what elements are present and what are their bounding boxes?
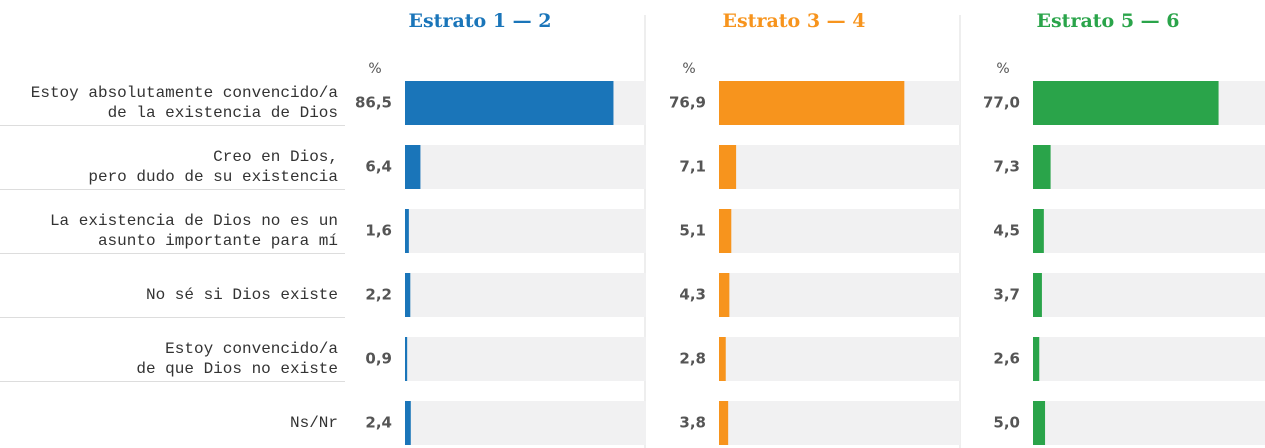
bar-track xyxy=(405,401,646,445)
value-label: 6,4 xyxy=(365,158,392,176)
value-label: 1,6 xyxy=(365,222,392,240)
value-label: 7,3 xyxy=(993,158,1020,176)
value-label: 2,4 xyxy=(365,414,392,432)
bar xyxy=(1033,145,1051,189)
value-label: 76,9 xyxy=(669,94,706,112)
value-label: 4,5 xyxy=(993,222,1020,240)
bar xyxy=(405,401,411,445)
panel-title: Estrato 3 — 4 xyxy=(722,10,865,32)
bar xyxy=(719,81,905,125)
bar xyxy=(1033,337,1040,381)
value-label: 2,6 xyxy=(993,350,1020,368)
value-label: 0,9 xyxy=(365,350,392,368)
bar-track xyxy=(405,337,646,381)
bar xyxy=(719,401,729,445)
value-label: 4,3 xyxy=(679,286,706,304)
bar xyxy=(719,209,732,253)
value-label: 2,8 xyxy=(679,350,706,368)
panel-title: Estrato 1 — 2 xyxy=(408,10,551,32)
bar-track xyxy=(719,337,960,381)
category-label: No sé si Dios existe xyxy=(146,286,338,304)
bar xyxy=(1033,209,1044,253)
bar-track xyxy=(719,145,960,189)
unit-label: % xyxy=(368,61,381,77)
bar-track xyxy=(719,209,960,253)
bar xyxy=(719,337,726,381)
bar-track xyxy=(719,273,960,317)
category-label: Ns/Nr xyxy=(290,414,338,432)
category-label: Estoy convencido/a xyxy=(165,340,338,358)
bar-track xyxy=(1033,401,1265,445)
value-label: 2,2 xyxy=(365,286,392,304)
category-label: pero dudo de su existencia xyxy=(88,168,338,186)
value-label: 7,1 xyxy=(679,158,706,176)
category-label: La existencia de Dios no es un xyxy=(50,212,338,230)
category-label: de que Dios no existe xyxy=(136,360,338,378)
bar xyxy=(405,81,614,125)
value-label: 5,0 xyxy=(993,414,1020,432)
value-label: 77,0 xyxy=(983,94,1020,112)
bar-track xyxy=(1033,209,1265,253)
value-label: 86,5 xyxy=(355,94,392,112)
value-label: 3,7 xyxy=(993,286,1020,304)
bar xyxy=(405,145,421,189)
bar xyxy=(405,209,409,253)
category-label: Creo en Dios, xyxy=(213,148,338,166)
bar-track xyxy=(1033,145,1265,189)
bar-track xyxy=(405,273,646,317)
bar xyxy=(1033,81,1219,125)
bar xyxy=(719,145,737,189)
bar xyxy=(405,337,408,381)
bar xyxy=(1033,401,1046,445)
value-label: 5,1 xyxy=(679,222,706,240)
bar-track xyxy=(405,209,646,253)
unit-label: % xyxy=(996,61,1009,77)
bar xyxy=(405,273,411,317)
bar xyxy=(1033,273,1042,317)
unit-label: % xyxy=(682,61,695,77)
category-label: de la existencia de Dios xyxy=(108,104,338,122)
bar xyxy=(719,273,730,317)
bar-track xyxy=(1033,337,1265,381)
bar-track xyxy=(1033,273,1265,317)
value-label: 3,8 xyxy=(679,414,706,432)
category-label: asunto importante para mí xyxy=(98,232,338,250)
bar-track xyxy=(719,401,960,445)
category-label: Estoy absolutamente convencido/a xyxy=(31,84,339,102)
panel-title: Estrato 5 — 6 xyxy=(1036,10,1179,32)
bar-track xyxy=(405,145,646,189)
